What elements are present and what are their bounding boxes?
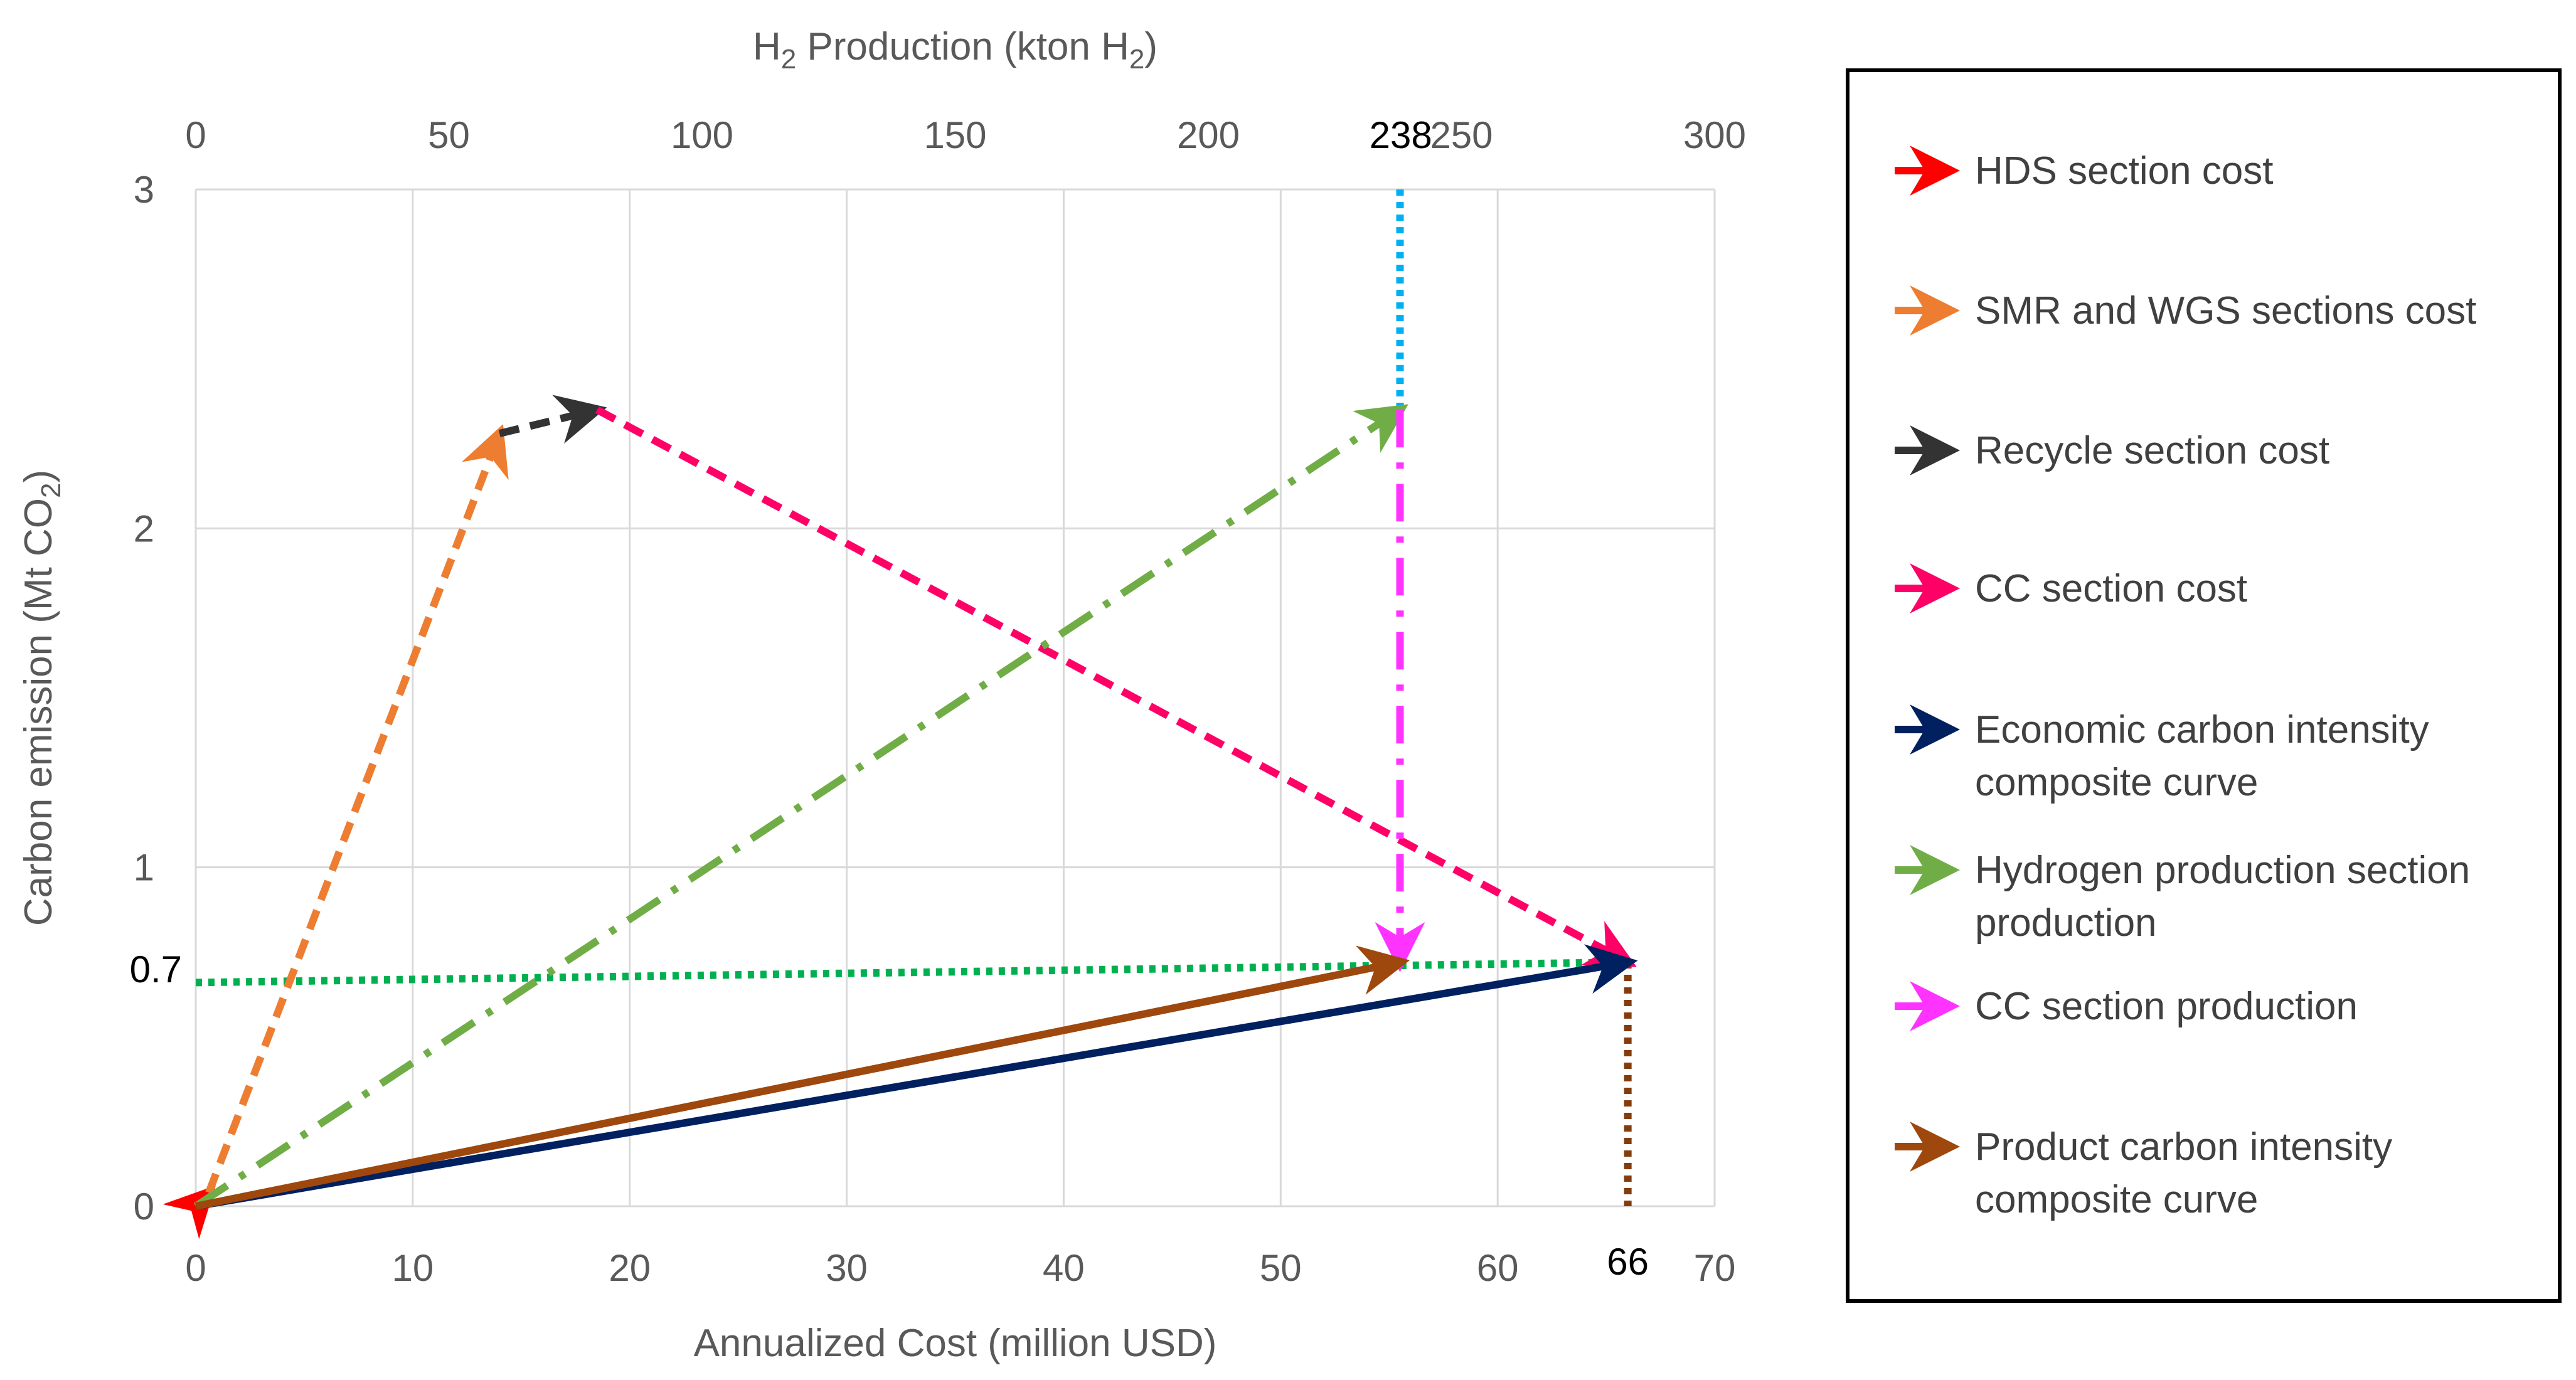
- x-tick-label: 60: [1477, 1247, 1519, 1289]
- annotations: 238 66 0.7: [130, 114, 1649, 1283]
- y-axis-title: Carbon emission (Mt CO2): [17, 470, 67, 926]
- x-tick-label: 20: [609, 1247, 651, 1289]
- series-recycle-section-cost: [498, 395, 607, 444]
- annotation-66: 66: [1607, 1241, 1649, 1283]
- y-tick-label: 2: [134, 507, 154, 549]
- annotation-0-7: 0.7: [130, 948, 182, 990]
- y-tick-label: 1: [134, 847, 154, 889]
- legend: HDS section cost SMR and WGS sections cos…: [1895, 146, 2476, 1221]
- gridlines: [194, 188, 1716, 1208]
- legend-item-recycle-section-cost: Recycle section cost: [1895, 425, 2329, 475]
- annotation-238: 238: [1370, 114, 1432, 156]
- x-tick-label: 10: [391, 1247, 434, 1289]
- y-tick-label: 0: [134, 1186, 154, 1228]
- legend-item-cc-section-cost: CC section cost: [1895, 563, 2247, 613]
- legend-item-hds-section-cost: HDS section cost: [1895, 146, 2274, 196]
- legend-item-product-carbon-intensity-composite-curve: Product carbon intensity composite curve: [1895, 1122, 2392, 1221]
- x-tick-label: 70: [1694, 1247, 1736, 1289]
- x2-tick-label: 250: [1430, 114, 1493, 156]
- legend-item-cc-section-production: CC section production: [1895, 981, 2358, 1031]
- x2-tick-label: 150: [923, 114, 986, 156]
- x2-axis-title: H2 Production (kton H2): [753, 25, 1158, 75]
- legend-label: Recycle section cost: [1975, 429, 2329, 472]
- legend-label: SMR and WGS sections cost: [1975, 289, 2476, 332]
- legend-box: [1846, 68, 2562, 1303]
- series-smr-and-wgs-sections-cost: [205, 424, 509, 1194]
- legend-item-smr-and-wgs-sections-cost: SMR and WGS sections cost: [1895, 285, 2476, 336]
- legend-label: Hydrogen production section production: [1975, 849, 2470, 945]
- x-tick-label: 50: [1260, 1247, 1302, 1289]
- legend-label: CC section production: [1975, 985, 2358, 1028]
- x-tick-label: 0: [185, 1247, 206, 1289]
- reference-line-carbon-emission-marker: [195, 958, 1628, 987]
- x2-tick-label: 50: [428, 114, 470, 156]
- legend-label: Product carbon intensity composite curve: [1975, 1125, 2392, 1221]
- x-tick-label: 30: [826, 1247, 868, 1289]
- x2-tick-label: 300: [1683, 114, 1746, 156]
- series-hydrogen-production-section-production: [193, 404, 1408, 1210]
- x-tick-label: 40: [1043, 1247, 1085, 1289]
- series-layer: [162, 189, 1638, 1239]
- tick-labels: 0 10 20 30 40 50 60 70 0 50 100 150 200 250 300 0 1 2 3: [134, 114, 1746, 1289]
- legend-item-hydrogen-production-section-production: Hydrogen production section production: [1895, 845, 2470, 945]
- series-product-carbon-intensity-composite-curve: [194, 945, 1410, 1210]
- series-cc-section-cost: [595, 406, 1637, 967]
- legend-item-economic-carbon-intensity-composite-curve: Economic carbon intensity composite curve: [1895, 704, 2429, 804]
- series-economic-carbon-intensity-composite-curve: [194, 944, 1638, 1210]
- x2-tick-label: 200: [1177, 114, 1240, 156]
- x-axis-title: Annualized Cost (million USD): [694, 1322, 1217, 1365]
- y-tick-label: 3: [134, 169, 154, 211]
- legend-label: CC section cost: [1975, 567, 2247, 610]
- legend-label: Economic carbon intensity composite curve: [1975, 708, 2429, 804]
- x2-tick-label: 0: [185, 114, 206, 156]
- legend-label: HDS section cost: [1975, 149, 2274, 193]
- x2-tick-label: 100: [671, 114, 733, 156]
